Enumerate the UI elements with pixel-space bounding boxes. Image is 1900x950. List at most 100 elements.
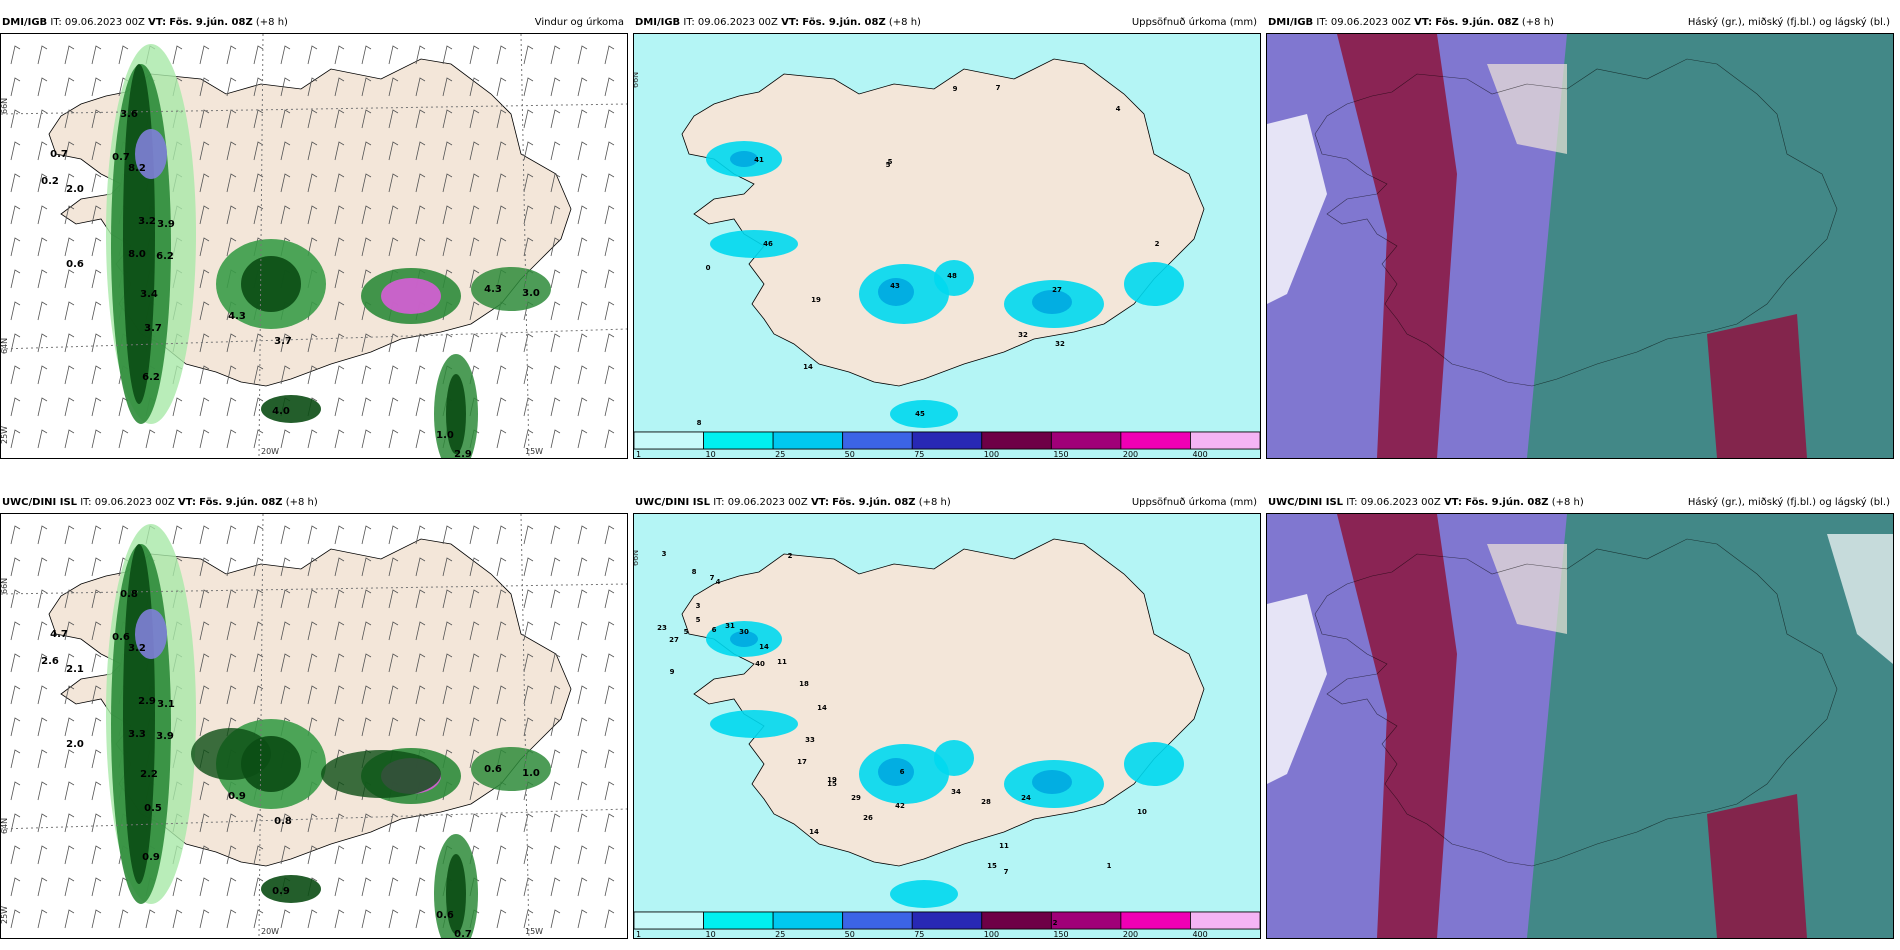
precip-bottom-value-label: 40	[755, 660, 765, 668]
wind-bottom-value-label: 1.0	[522, 768, 540, 779]
init-time: IT: 09.06.2023 00Z	[80, 497, 175, 508]
init-time: IT: 09.06.2023 00Z	[50, 17, 145, 28]
wind-bottom-value-label: 0.9	[228, 791, 246, 802]
colorbar-swatch	[772, 431, 844, 450]
wind-top-value-label: 3.4	[140, 289, 158, 300]
wind-top-value-label: 4.3	[484, 284, 502, 295]
colorbar-swatch	[634, 431, 704, 450]
colorbar-swatch	[842, 431, 913, 450]
init-time: IT: 09.06.2023 00Z	[713, 497, 808, 508]
lat-gridline	[1, 808, 627, 830]
precip-bottom-value-label: 28	[981, 798, 991, 806]
wind-bottom-value-label: 3.9	[156, 731, 174, 742]
heavy-precip	[321, 750, 441, 798]
colorbar-swatch	[842, 911, 913, 930]
valid-time-label: VT:	[781, 17, 800, 28]
grid-label: 15W	[525, 927, 543, 936]
precip-area	[1124, 742, 1184, 786]
wind-map: 66N 64N 25W 20W 15W 3.6 0.7 8.2 0.7 0.2 2.0 3.2 3.9 8…	[0, 33, 628, 459]
colorbar-tick: 1	[636, 930, 641, 938]
panel-header: DMI/IGB IT: 09.06.2023 00Z VT: Fös. 9.jú…	[1266, 13, 1894, 33]
colorbar-swatch	[703, 431, 774, 450]
precip-top-value-label: 9	[953, 85, 958, 93]
valid-time: Fös. 9.jún. 08Z	[1465, 497, 1549, 508]
colorbar-tick: 75	[914, 450, 924, 458]
grid-label: 25W	[1, 426, 9, 444]
precip-area	[934, 260, 974, 296]
colorbar-tick: 400	[1192, 930, 1207, 938]
clear-sky	[1267, 594, 1327, 784]
precip-top-value-label: 32	[1018, 331, 1028, 339]
wind-top-value-label: 3.7	[144, 323, 162, 334]
lead-time: (+8 h)	[888, 17, 921, 28]
panel-title: Háský (gr.), miðský (fj.bl.) og lágský (…	[1687, 497, 1890, 508]
model-name: DMI/IGB	[635, 17, 681, 28]
precip-bottom-value-label: 1	[1107, 862, 1112, 870]
precip-bottom-value-label: 11	[999, 842, 1009, 850]
cloud-layers	[1267, 514, 1893, 938]
precip-bottom-value-label: 7	[1004, 868, 1009, 876]
colorbar-tick: 150	[1053, 450, 1068, 458]
wind-bottom-value-label: 0.6	[436, 910, 454, 921]
precip-bottom-value-label: 30	[739, 628, 749, 636]
clear-sky	[1827, 534, 1893, 664]
precip-core	[730, 151, 758, 167]
model-name: UWC/DINI ISL	[1268, 497, 1344, 508]
moderate-precip	[471, 267, 551, 311]
precip-bottom-value-label: 14	[809, 828, 819, 836]
wind-bottom-value-label: 0.5	[144, 803, 162, 814]
precip-bottom-value-label: 17	[797, 758, 807, 766]
panel-run-info: DMI/IGB IT: 09.06.2023 00Z VT: Fös. 9.jú…	[1268, 13, 1554, 33]
wind-bottom-value-label: 2.1	[66, 664, 84, 675]
colorbar-swatch	[911, 431, 983, 450]
precip-top-value-label: 0	[706, 264, 711, 272]
grid-label: 64N	[1, 818, 9, 834]
precip-top-value-label: 8	[697, 419, 702, 427]
high-cloud	[1527, 514, 1893, 938]
accumulated-precip	[706, 621, 1184, 908]
valid-time: Fös. 9.jún. 08Z	[199, 497, 283, 508]
wind-top-value-label: 0.2	[41, 176, 59, 187]
lon-gridline	[258, 34, 264, 458]
precip-top-value-label: 48	[947, 272, 957, 280]
wind-bottom-value-label: 0.8	[120, 589, 138, 600]
wind-top-value-label: 3.7	[274, 336, 292, 347]
panel-title: Uppsöfnuð úrkoma (mm)	[1131, 17, 1257, 28]
colorbar-tick: 10	[706, 450, 716, 458]
valid-time: Fös. 9.jún. 08Z	[832, 497, 916, 508]
panel-run-info: UWC/DINI ISL IT: 09.06.2023 00Z VT: Fös.…	[1268, 493, 1584, 513]
accumulated-precip	[706, 141, 1184, 428]
panel-title: Háský (gr.), miðský (fj.bl.) og lágský (…	[1687, 17, 1890, 28]
lon-gridline	[258, 514, 264, 938]
valid-time: Fös. 9.jún. 08Z	[169, 17, 253, 28]
precip-area	[934, 740, 974, 776]
panel-header: UWC/DINI ISL IT: 09.06.2023 00Z VT: Fös.…	[1266, 493, 1894, 513]
cloud-map	[1266, 33, 1894, 459]
panel-precip-bottom: UWC/DINI ISL IT: 09.06.2023 00Z VT: Fös.…	[633, 493, 1261, 939]
colorbar-swatch	[1120, 431, 1191, 450]
grid-label: 64N	[1, 338, 9, 354]
precip-top-value-label: 4	[1116, 105, 1121, 113]
precip-core	[878, 278, 914, 306]
colorbar-tick: 400	[1192, 450, 1207, 458]
panel-header: UWC/DINI ISL IT: 09.06.2023 00Z VT: Fös.…	[633, 493, 1261, 513]
panel-cloud-bottom: UWC/DINI ISL IT: 09.06.2023 00Z VT: Fös.…	[1266, 493, 1894, 939]
precip-area	[1124, 262, 1184, 306]
wind-bottom-value-label: 2.6	[41, 656, 59, 667]
colorbar-swatch	[1190, 911, 1260, 930]
lead-time: (+8 h)	[918, 497, 951, 508]
valid-time-label: VT:	[177, 497, 196, 508]
model-name: UWC/DINI ISL	[635, 497, 711, 508]
wind-bottom-value-label: 2.0	[66, 739, 84, 750]
precip-map: 1 10 25 50 75 100 150 200 400 66N 3 8 7 2 3 5 4 5 6 23 27 31 3…	[633, 513, 1261, 939]
wind-bottom-value-label: 0.7	[454, 929, 472, 938]
precip-bottom-value-label: 9	[670, 668, 675, 676]
colorbar-swatch	[703, 911, 774, 930]
precip-shading	[106, 524, 551, 938]
colorbar-swatch	[1120, 911, 1191, 930]
precip-area	[890, 880, 958, 908]
panel-run-info: UWC/DINI ISL IT: 09.06.2023 00Z VT: Fös.…	[2, 493, 318, 513]
grid-label: 25W	[1, 906, 9, 924]
colorbar-tick: 25	[775, 930, 785, 938]
panel-header: UWC/DINI ISL IT: 09.06.2023 00Z VT: Fös.…	[0, 493, 628, 513]
